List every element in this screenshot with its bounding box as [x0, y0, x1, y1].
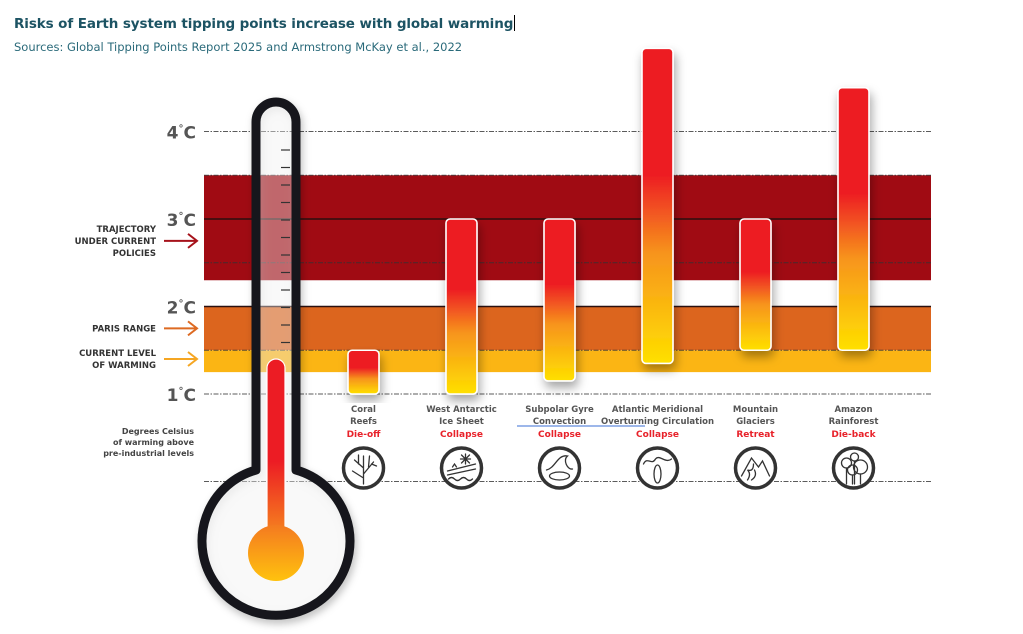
degree-sign: ° — [179, 211, 184, 222]
icon-stroke — [351, 454, 378, 485]
category-name-line: West Antarctic — [426, 405, 497, 415]
band-label-line: PARIS RANGE — [92, 324, 156, 334]
chart-title: Risks of Earth system tipping points inc… — [14, 15, 516, 32]
gyre-wave-icon — [537, 446, 582, 490]
icon-stroke — [459, 453, 472, 465]
category-label: Atlantic Meridional Overturning Circulati… — [601, 405, 714, 440]
bar-ocean-circulation — [641, 47, 674, 365]
category-name-line: Glaciers — [736, 417, 775, 427]
unit-label: C — [184, 386, 196, 406]
axis-note-line: pre-industrial levels — [103, 449, 194, 458]
y-tick-label-0: 4°C — [167, 124, 196, 144]
category-name-line: Mountain — [733, 405, 778, 415]
bar-forest — [837, 86, 870, 352]
thermometer-bulb — [248, 525, 304, 581]
thermometer — [197, 97, 355, 620]
icon-stroke — [545, 455, 574, 471]
category-impact: Collapse — [636, 430, 679, 440]
icon-stroke — [845, 460, 862, 485]
category-impact: Retreat — [736, 430, 775, 440]
band-label-line: OF WARMING — [92, 361, 156, 371]
category-name-line: Ice Sheet — [439, 417, 484, 427]
category-label: Subpolar Gyre Convection Collapse — [525, 405, 594, 440]
coral-icon — [341, 446, 386, 490]
category-label: West Antarctic Ice Sheet Collapse — [426, 405, 497, 440]
category-name-line: Reefs — [350, 417, 377, 427]
y-tick-label-3: 1°C — [167, 386, 196, 406]
category-name-line: Amazon — [834, 405, 872, 415]
arrow-head — [187, 320, 199, 337]
arrow-right-icon — [164, 320, 199, 337]
band-label-line: POLICIES — [113, 249, 156, 259]
tick-number: 1 — [167, 386, 179, 406]
bar-ice-sheet — [445, 218, 478, 395]
category-name-line: Rainforest — [829, 417, 879, 427]
tick-number: 4 — [167, 124, 179, 144]
unit-label: C — [184, 299, 196, 319]
category-label: Amazon Rainforest Die-back — [829, 405, 879, 440]
category-impact: Die-back — [831, 430, 876, 440]
category-impact: Die-off — [347, 430, 382, 440]
band-label-line: TRAJECTORY — [97, 225, 157, 235]
bar-gyre-wave — [543, 218, 576, 382]
unit-label: C — [184, 211, 196, 231]
arrow-right-icon — [164, 351, 199, 367]
degree-sign: ° — [179, 299, 184, 310]
band-label-line: UNDER CURRENT — [75, 237, 157, 247]
degree-sign: ° — [179, 124, 184, 135]
band-legend: TRAJECTORY UNDER CURRENT POLICIES PARIS RAN… — [75, 225, 199, 371]
category-label: Coral Reefs Die-off — [347, 405, 382, 440]
band-label-line: CURRENT LEVEL — [79, 349, 157, 359]
category-impact: Collapse — [538, 430, 581, 440]
icon-ring — [635, 446, 680, 490]
y-tick-label-1: 3°C — [167, 211, 196, 231]
tick-number: 2 — [167, 299, 179, 319]
category-impact: Collapse — [440, 430, 483, 440]
icon-ring — [733, 446, 778, 490]
y-axis-tick-labels: 4°C3°C2°C1°C — [167, 124, 196, 407]
category-name-line: Convection — [533, 417, 586, 427]
axis-note-line: Degrees Celsius — [122, 427, 194, 436]
y-tick-label-2: 2°C — [167, 299, 196, 319]
category-icons — [341, 446, 876, 490]
icon-stroke — [548, 471, 571, 481]
ocean-circulation-icon — [635, 446, 680, 490]
arrow-head — [187, 233, 199, 249]
category-name-line: Atlantic Meridional — [612, 405, 703, 415]
text-cursor — [514, 15, 516, 31]
arrow-right-icon — [164, 233, 199, 249]
icon-stroke — [446, 463, 477, 482]
chart-subtitle: Sources: Global Tipping Points Report 20… — [14, 40, 463, 54]
icon-ring — [537, 446, 582, 490]
icon-stroke — [642, 456, 673, 465]
axis-note-line: of warming above — [113, 438, 195, 447]
category-label: Mountain Glaciers Retreat — [733, 405, 778, 440]
y-axis-note: Degrees Celsius of warming above pre-indus… — [103, 427, 194, 458]
bar-mountain — [739, 218, 772, 352]
tipping-point-bars — [347, 47, 870, 395]
ice-sheet-icon — [439, 446, 484, 490]
category-labels: Coral Reefs Die-off West Antarctic Ice Sheet… — [347, 405, 879, 440]
unit-label: C — [184, 124, 196, 144]
icon-stroke — [740, 456, 771, 481]
icon-stroke — [451, 462, 458, 468]
thermometer-mercury — [266, 358, 286, 546]
degree-sign: ° — [179, 386, 184, 397]
category-name-line: Coral — [351, 405, 376, 415]
icon-stroke — [653, 464, 662, 484]
forest-icon — [831, 446, 876, 490]
category-name-line: Subpolar Gyre — [525, 405, 594, 415]
tick-number: 3 — [167, 211, 179, 231]
arrow-head — [187, 351, 199, 367]
mountain-icon — [733, 446, 778, 490]
bar-coral — [347, 349, 380, 395]
category-name-line: Overturning Circulation — [601, 417, 714, 427]
